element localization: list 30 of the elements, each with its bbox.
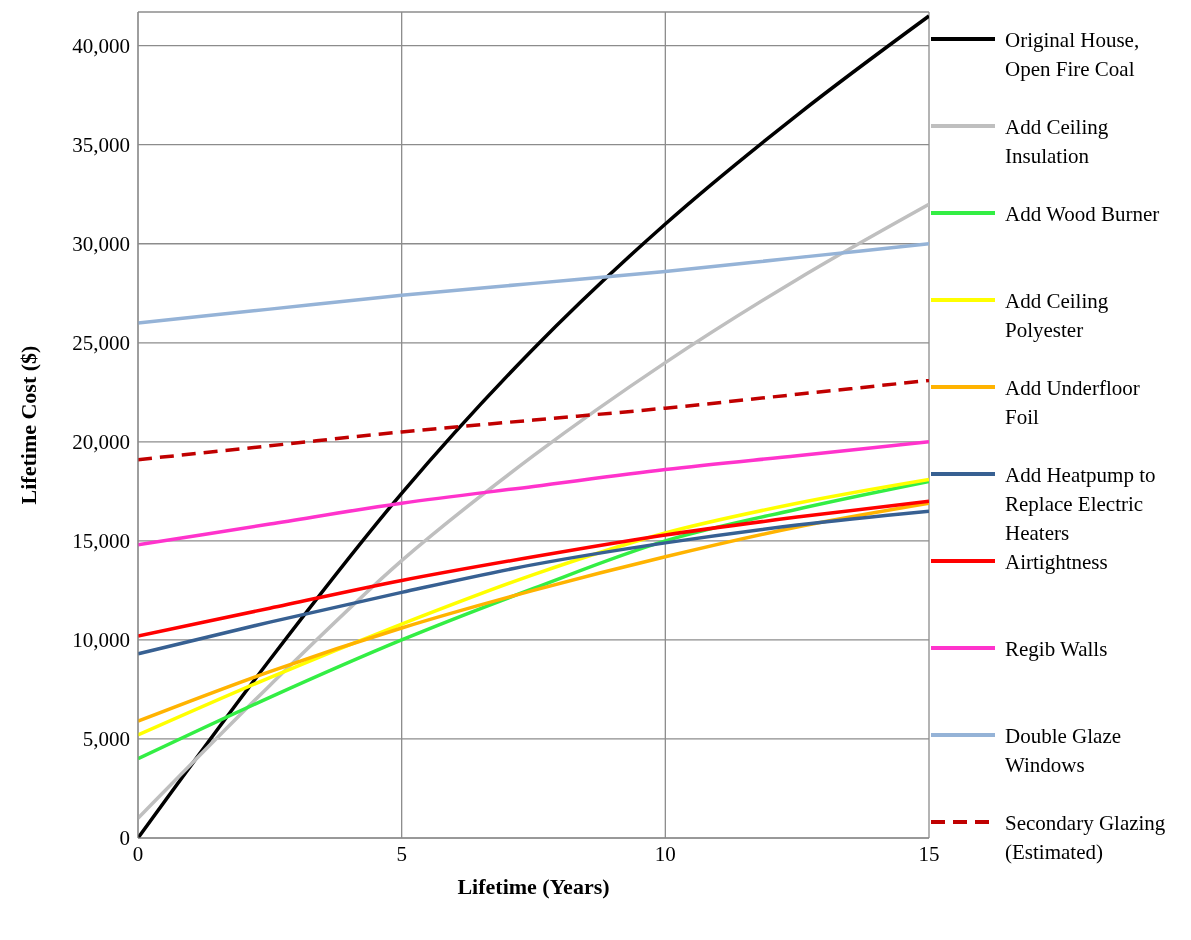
line-series <box>138 509 929 656</box>
legend-label: Add Heatpump to Replace Electric Heaters <box>1005 462 1157 547</box>
y-tick-label: 5,000 <box>82 727 130 752</box>
legend-label: Secondary Glazing (Estimated) <box>1005 810 1167 866</box>
line-series <box>138 202 929 820</box>
line-series <box>138 378 929 462</box>
legend-label: Airtightness <box>1005 549 1109 576</box>
x-axis-title: Lifetime (Years) <box>457 874 610 899</box>
legend-label: Add Ceiling Insulation <box>1005 114 1110 170</box>
legend-label: Original House, Open Fire Coal <box>1005 27 1141 83</box>
line-series <box>138 499 929 638</box>
y-axis-title: Lifetime Cost ($) <box>15 345 41 505</box>
y-tick-label: 10,000 <box>72 628 130 653</box>
y-tick-label: 15,000 <box>72 529 130 554</box>
x-tick-label: 5 <box>396 841 407 866</box>
legend-label: Add Ceiling Polyester <box>1005 288 1110 344</box>
y-tick-label: 35,000 <box>72 133 130 158</box>
legend-label: Double Glaze Windows <box>1005 723 1123 779</box>
y-tick-label: 30,000 <box>72 232 130 257</box>
line-series <box>138 242 929 325</box>
legend-label: Regib Walls <box>1005 636 1109 663</box>
y-tick-label: 20,000 <box>72 430 130 455</box>
x-tick-label: 15 <box>918 841 940 866</box>
legend-label: Add Wood Burner <box>1005 201 1161 228</box>
line-series <box>138 440 929 547</box>
x-tick-label: 10 <box>654 841 676 866</box>
y-tick-label: 25,000 <box>72 331 130 356</box>
line-series <box>138 14 929 838</box>
y-tick-label: 40,000 <box>72 34 130 59</box>
legend-label: Add Underfloor Foil <box>1005 375 1141 431</box>
